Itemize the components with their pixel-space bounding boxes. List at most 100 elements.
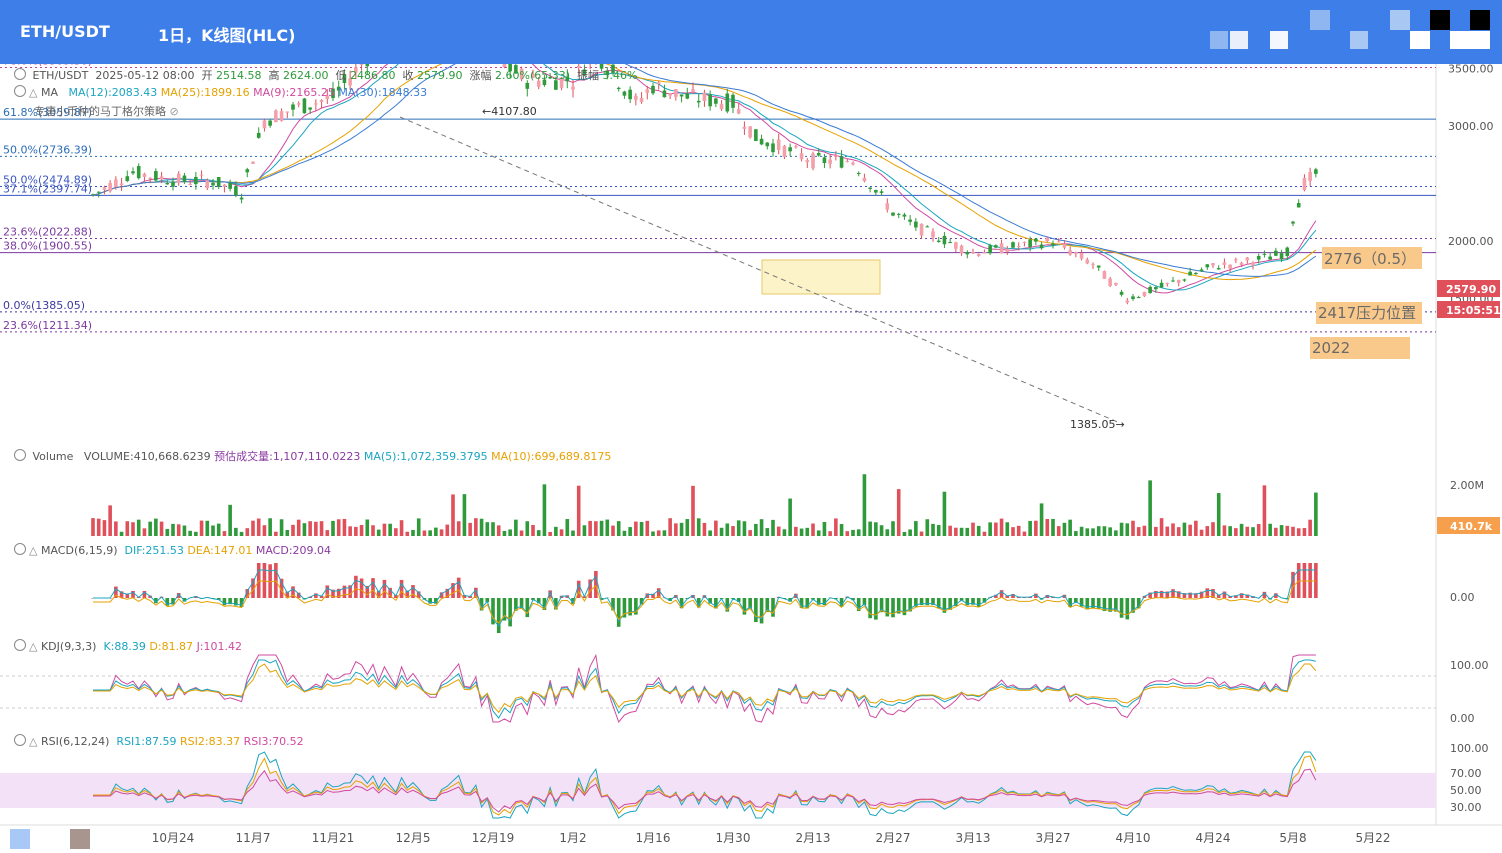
toolbar-icon[interactable] [1470,31,1490,49]
macd-bar [348,585,352,598]
volume-bar [1011,527,1015,536]
volume-bar [1251,527,1255,536]
candle-body [954,242,958,249]
collapse-icon[interactable] [14,85,26,97]
kline-chart[interactable]: 100.0%78.6%(3843.75)78.6%(3509.36)61.8%(… [0,64,1502,853]
volume-bar [771,519,775,536]
candle-body [216,177,221,187]
macd-bar [971,598,975,605]
collapse-icon[interactable] [14,543,26,555]
candle-body [571,86,575,90]
candle-body [856,173,861,175]
toolbar-icon[interactable] [1310,10,1330,30]
macd-bar [651,593,655,598]
toolbar-icon[interactable] [1270,31,1288,49]
bell-icon[interactable]: △ [29,735,38,748]
volume-bar [982,531,987,536]
volume-bar [388,523,392,536]
strategy-text: 专唐小币种的马丁格尔策略 [34,105,166,118]
macd-bar [736,598,741,602]
x-tick-label: 2月13 [796,831,831,845]
last-price-tag-text: 2579.90 [1446,283,1496,296]
axis-labels: 4000.003500.003000.002000.001500.0010月24… [152,64,1494,845]
candle-body [502,64,507,68]
candle-body [879,191,884,193]
candle-body [1199,269,1204,272]
volume-bar [428,530,432,536]
volume-bar [628,527,632,536]
volume-bar [1194,520,1198,536]
collapse-icon[interactable] [14,449,26,461]
toolbar-icon[interactable] [1350,31,1368,49]
low-annotation: 1385.05→ [1070,418,1125,431]
drawing-tool-button[interactable] [10,829,30,849]
symbol-title[interactable]: ETH/USDT [20,22,110,41]
toolbar-icon[interactable] [1430,10,1450,30]
collapse-icon[interactable] [14,639,26,651]
volume-bar [822,521,827,536]
candle-body [136,166,141,179]
volume-bar [1234,528,1238,536]
macd-bar [754,598,758,623]
macd-bar [359,578,364,598]
rsi-label: RSI(6,12,24) [40,735,110,748]
candle-body [1114,283,1118,285]
collapse-icon[interactable] [14,734,26,746]
volume-bar [222,531,227,536]
candle-body [342,74,347,83]
volume-bar [182,525,187,536]
volume-bar [891,521,895,536]
volume-bar [508,529,512,536]
macd-bar [1199,591,1204,598]
volume-bar [125,521,130,536]
fib-label: 38.0%(1900.55) [3,240,92,253]
volume-tag-text: 410.7k [1450,520,1493,533]
candle-body [319,100,324,103]
candle-body [999,243,1004,254]
volume-bar [1262,485,1267,536]
macd-bar [354,575,358,598]
volume-bar [262,525,267,536]
volume-bar [1016,525,1021,536]
toolbar-icon[interactable] [1470,10,1490,30]
x-tick-label: 4月10 [1116,831,1151,845]
toolbar-icon[interactable] [1210,31,1228,49]
bell-icon[interactable]: △ [29,86,38,99]
macd-bar [862,598,867,606]
volume-bar [719,527,724,536]
bell-icon[interactable]: △ [29,640,38,653]
macd-bar [799,598,804,608]
macd-bar [748,598,752,609]
volume-bar [108,505,112,536]
candle-body [365,64,370,67]
settings-button[interactable] [70,829,90,849]
macd-bar [542,598,547,610]
toolbar-icon[interactable] [1230,31,1248,49]
y-tick-label: 100.00 [1450,742,1489,755]
toolbar-icon[interactable] [1390,10,1410,30]
candle-body [605,70,610,76]
bell-icon[interactable]: △ [29,544,38,557]
volume-bar [1296,528,1301,536]
candle-body [645,89,650,93]
volume-bar [154,518,158,536]
candle-body [285,111,290,113]
collapse-icon[interactable] [14,68,26,80]
volume-bar [1176,527,1181,536]
toolbar-icon[interactable] [1410,31,1430,49]
candle-body [908,219,912,222]
volume-bar [914,521,918,536]
toolbar-icon[interactable] [1450,31,1470,49]
candle-body [256,132,261,138]
macd-bar [616,598,621,627]
candle-body [245,169,250,173]
eye-off-icon[interactable]: ⊘ [169,105,179,118]
timeframe-title[interactable]: 1日，K线图(HLC) [158,26,296,45]
macd-bar [1262,591,1267,598]
candle-body [1228,264,1232,269]
candle-body [691,89,695,93]
candle-body [628,89,632,100]
candle-body [194,176,198,185]
candle-body [702,92,707,102]
candle-body [668,93,672,96]
